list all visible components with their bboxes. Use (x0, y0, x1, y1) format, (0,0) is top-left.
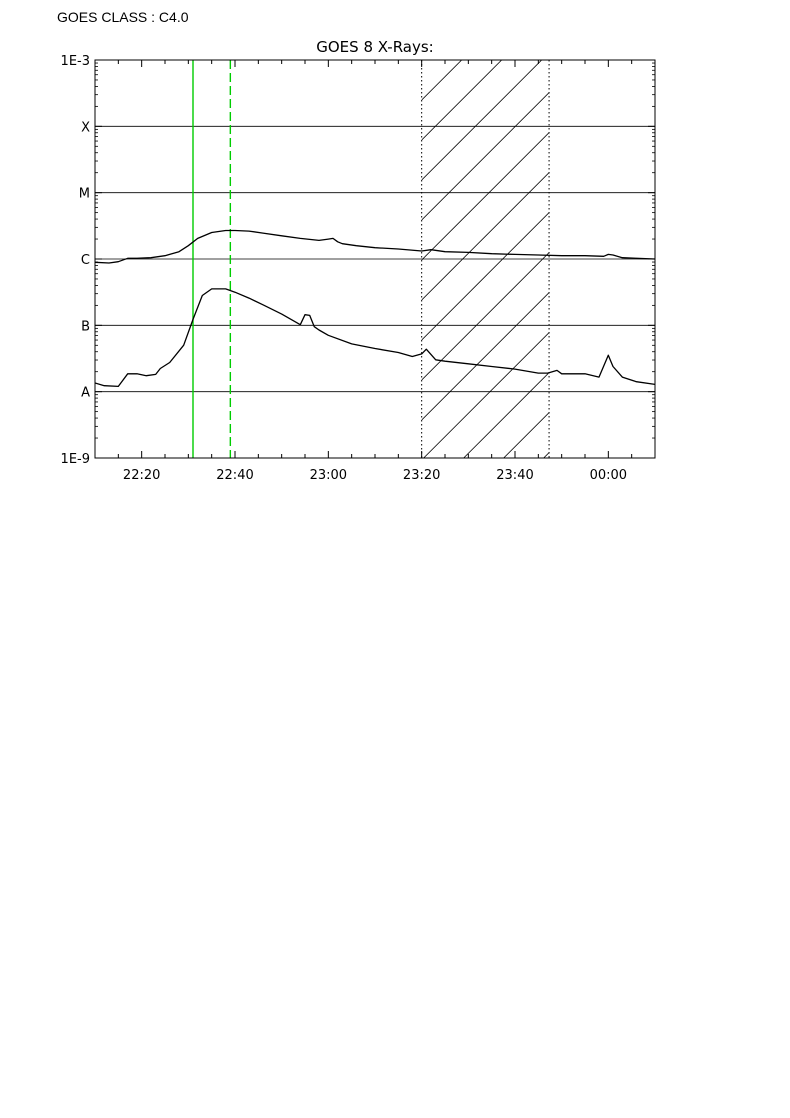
y-tick-label: A (81, 386, 90, 401)
y-tick-label: M (79, 187, 90, 202)
tick-labels: 22:20 22:40 23:00 23:20 23:40 00:00 1E-3 X M C B A 1… (61, 54, 628, 483)
hatch-line (664, 60, 790, 458)
hatch-line (784, 60, 790, 458)
series-line-long-wavelength (95, 229, 655, 264)
gridlines (95, 125, 655, 393)
axes (94, 59, 656, 459)
y-tick-label: 1E-3 (61, 54, 90, 69)
x-tick-label: 23:20 (403, 468, 440, 483)
hatch-group (421, 60, 790, 458)
x-tick-label: 22:20 (123, 468, 160, 483)
hatch-line (421, 172, 550, 301)
hatch-line (704, 60, 790, 458)
x-tick-label: 22:40 (216, 468, 253, 483)
hatch-line (421, 212, 550, 341)
hatch-line (423, 332, 550, 458)
shaded-interval (421, 60, 790, 458)
x-tick-label: 00:00 (590, 468, 627, 483)
goes-class-label: GOES CLASS : C4.0 (57, 9, 189, 25)
hatch-line (421, 252, 550, 381)
y-tick-label: 1E-9 (61, 452, 90, 467)
y-tick-label: X (81, 120, 90, 135)
y-tick-label: B (81, 319, 90, 334)
series-lines (95, 229, 655, 388)
goes-xray-chart: GOES 8 X-Rays: 22:20 22:40 23:00 23:20 23:40… (61, 38, 790, 483)
hatch-line (463, 372, 550, 458)
hatch-line (744, 60, 790, 458)
x-tick-label: 23:00 (310, 468, 347, 483)
chart-title: GOES 8 X-Rays: (316, 38, 433, 56)
event-markers (192, 60, 232, 458)
hatch-line (421, 132, 550, 261)
y-tick-label: C (81, 253, 90, 268)
hatch-line (421, 60, 542, 181)
hatch-line (421, 292, 550, 421)
hatch-line (421, 92, 550, 221)
x-tick-label: 23:40 (496, 468, 533, 483)
hatch-line (421, 60, 502, 141)
series-line-short-wavelength (95, 288, 655, 388)
